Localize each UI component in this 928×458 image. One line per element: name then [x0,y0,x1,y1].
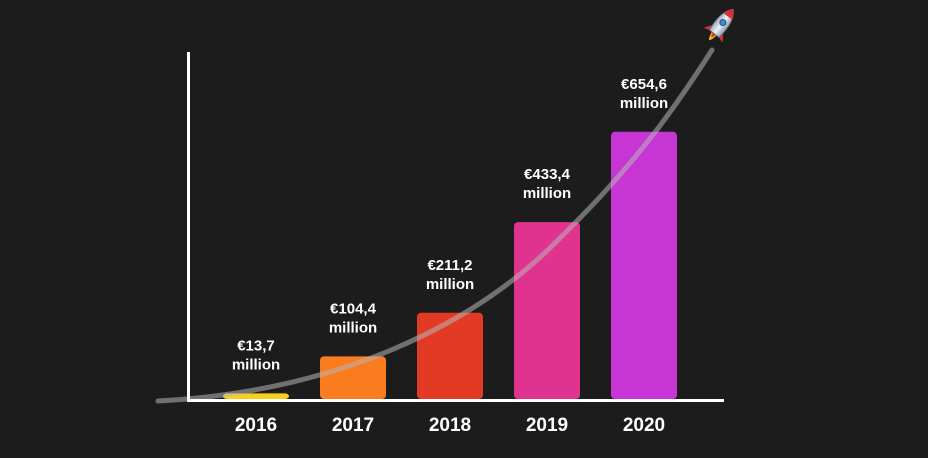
value-label-2017-amount: €104,4 [330,300,377,317]
bar-2018 [417,312,483,399]
growth-trend-line [155,47,715,404]
value-label-2019-unit: million [523,185,571,202]
x-tick-label-2018: 2018 [429,415,471,436]
value-label-2020-unit: million [620,95,668,112]
bar-2017 [320,356,386,399]
x-tick-label-2017: 2017 [332,415,374,436]
value-label-2018-unit: million [426,276,474,293]
x-tick-label-2016: 2016 [235,415,277,436]
x-tick-label-2020: 2020 [623,415,665,436]
value-label-2016-amount: €13,7 [237,337,275,354]
value-label-2018-amount: €211,2 [427,257,472,274]
value-label-2020-amount: €654,6 [621,76,667,93]
rocket-icon [703,8,734,43]
value-label-2016-unit: million [232,356,280,373]
x-tick-labels-group: 2016 2017 2018 2019 2020 [235,415,665,436]
value-labels-group: €13,7 million €104,4 million €211,2 million €4… [232,76,668,374]
value-label-2019-amount: €433,4 [524,166,571,183]
bar-2020 [611,131,677,400]
x-tick-label-2019: 2019 [526,415,568,436]
value-label-2017-unit: million [329,319,377,336]
